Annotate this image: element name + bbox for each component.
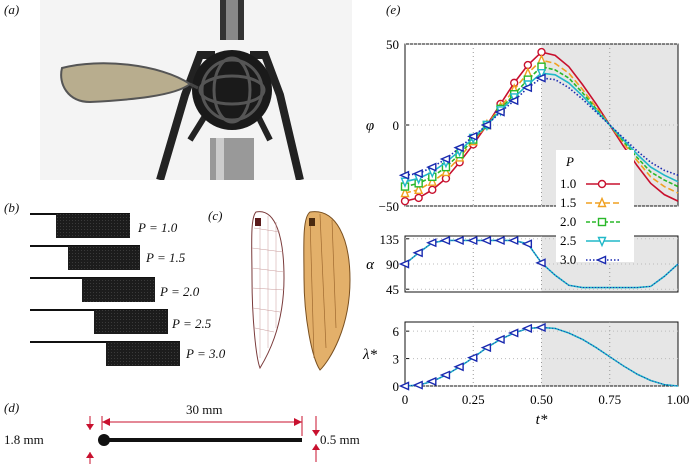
data-point	[507, 235, 519, 246]
data-point	[467, 235, 478, 246]
y-tick-label: 90	[386, 257, 399, 272]
data-point	[428, 185, 437, 195]
wing-p2	[30, 277, 155, 302]
root-width-label: 1.8 mm	[4, 432, 44, 447]
wing-p25	[30, 309, 168, 334]
panel-label-b: (b)	[4, 200, 20, 215]
flapper-rig-photo	[40, 0, 352, 180]
data-point	[494, 235, 505, 246]
data-point	[400, 177, 410, 188]
legend-box	[556, 150, 634, 262]
panel-label-c: (c)	[208, 208, 223, 223]
data-point	[441, 165, 451, 177]
data-point	[426, 162, 437, 172]
data-point	[467, 353, 478, 363]
y-tick-label: 50	[386, 37, 399, 52]
legend-marker	[597, 179, 607, 189]
panel-label-a: (a)	[4, 2, 20, 17]
data-point	[412, 380, 423, 390]
data-point	[535, 258, 546, 268]
tip-width-label: 0.5 mm	[320, 432, 360, 447]
data-point	[400, 196, 410, 206]
legend-label: 3.0	[560, 252, 576, 267]
panel-label-d: (d)	[4, 400, 20, 415]
data-point	[535, 322, 546, 333]
data-point	[536, 68, 547, 80]
data-point	[439, 154, 451, 164]
data-point	[453, 143, 464, 153]
data-point	[521, 83, 533, 93]
planform-label-p2: P = 2.0	[160, 284, 200, 299]
data-point	[398, 170, 410, 180]
legend-marker	[595, 255, 607, 265]
wing-dimension-schematic	[86, 416, 320, 464]
length-label: 30 mm	[186, 402, 223, 417]
data-point	[412, 169, 423, 179]
y-tick-label: 45	[386, 282, 399, 297]
legend-label: 1.5	[560, 195, 576, 210]
data-point	[414, 193, 423, 203]
data-point	[521, 239, 533, 249]
legend-title: P	[565, 154, 574, 169]
data-point	[412, 248, 423, 258]
data-point	[426, 376, 437, 386]
x-tick-label: 0.25	[462, 392, 485, 407]
data-point	[453, 362, 464, 372]
wing-p1	[30, 213, 130, 238]
data-point	[453, 235, 464, 246]
data-point	[427, 175, 437, 186]
data-point	[400, 186, 410, 198]
legend-label: 1.0	[560, 176, 576, 191]
y-tick-label: 135	[380, 232, 400, 247]
data-point	[480, 120, 492, 130]
y-axis-label: α	[366, 257, 375, 273]
data-point	[439, 235, 451, 246]
legend-label: 2.5	[560, 233, 576, 248]
y-axis-label: φ	[366, 118, 374, 134]
wing-p15	[30, 245, 140, 270]
legend-marker	[597, 217, 607, 227]
dragonfly-wing-images	[251, 211, 351, 371]
planform-label-p25: P = 2.5	[172, 316, 212, 331]
planform-label-p1: P = 1.0	[138, 220, 178, 235]
y-tick-label: 0	[393, 118, 400, 133]
data-point	[521, 323, 533, 333]
x-axis-label: t*	[536, 412, 548, 428]
data-point	[507, 96, 519, 106]
data-point	[414, 183, 424, 195]
data-point	[467, 131, 478, 141]
y-tick-label: 3	[393, 352, 400, 367]
y-tick-label: 0	[393, 379, 400, 394]
data-point	[439, 370, 451, 380]
legend-label: 2.0	[560, 214, 576, 229]
x-tick-label: 0	[402, 392, 409, 407]
panel-label-e: (e)	[386, 2, 401, 17]
x-tick-label: 0.50	[530, 392, 553, 407]
data-point	[398, 381, 410, 391]
planform-label-p3: P = 3.0	[186, 346, 226, 361]
y-tick-label: 6	[393, 324, 400, 339]
data-point	[535, 73, 546, 83]
x-tick-label: 0.75	[598, 392, 621, 407]
data-point	[480, 343, 492, 353]
data-point	[494, 107, 505, 117]
series-line-overlay	[404, 326, 679, 387]
wing-p3	[30, 341, 180, 366]
y-axis-label: λ*	[362, 347, 377, 363]
planform-label-p15: P = 1.5	[146, 250, 186, 265]
data-point	[426, 238, 437, 248]
y-tick-label: −50	[379, 199, 399, 214]
data-point	[398, 259, 410, 269]
legend-marker	[597, 236, 607, 248]
wing-planforms	[30, 213, 180, 366]
data-point	[480, 235, 492, 246]
data-point	[507, 328, 519, 338]
legend-marker	[597, 196, 607, 208]
x-tick-label: 1.00	[667, 392, 690, 407]
data-point	[494, 334, 505, 344]
